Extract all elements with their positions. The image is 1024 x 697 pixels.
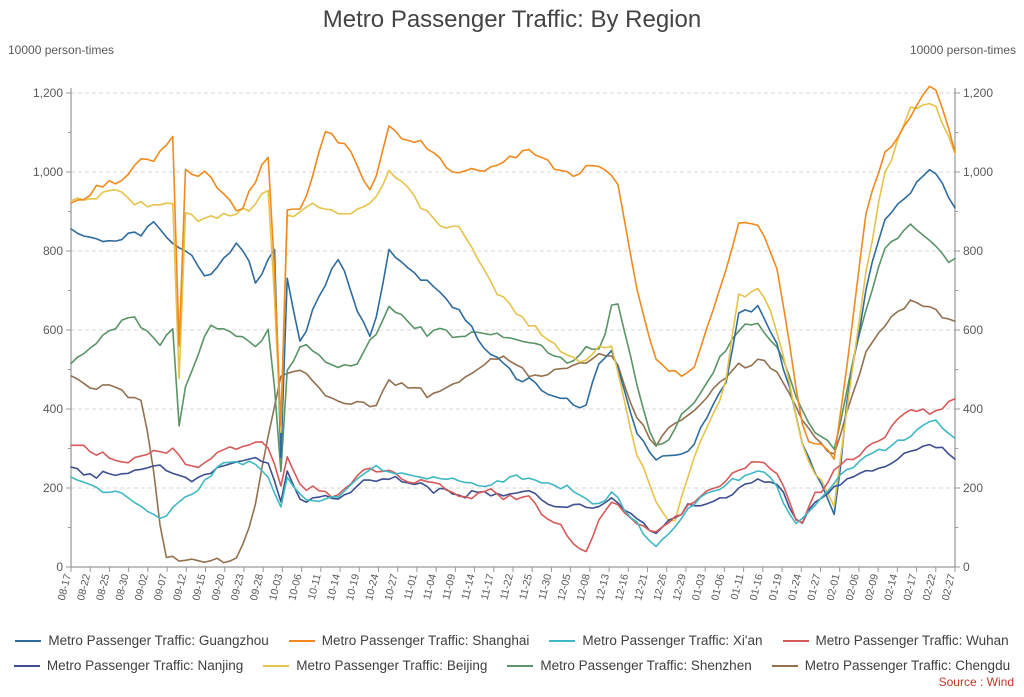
svg-text:400: 400: [43, 402, 63, 416]
svg-text:01-03: 01-03: [690, 573, 708, 602]
svg-text:400: 400: [963, 402, 983, 416]
svg-text:800: 800: [963, 244, 983, 258]
svg-text:09-02: 09-02: [133, 573, 151, 602]
svg-text:02-17: 02-17: [901, 573, 919, 602]
svg-text:10-14: 10-14: [325, 573, 343, 602]
svg-text:09-07: 09-07: [152, 573, 170, 602]
svg-text:01-27: 01-27: [805, 573, 823, 602]
svg-text:12-16: 12-16: [613, 573, 631, 602]
svg-text:1,200: 1,200: [33, 86, 63, 100]
svg-text:10-19: 10-19: [344, 573, 362, 602]
svg-text:01-19: 01-19: [767, 573, 785, 602]
svg-text:08-22: 08-22: [75, 573, 93, 602]
svg-text:09-15: 09-15: [190, 573, 208, 602]
svg-text:600: 600: [43, 323, 63, 337]
svg-text:800: 800: [43, 244, 63, 258]
svg-text:11-09: 11-09: [440, 573, 458, 601]
svg-text:11-01: 11-01: [402, 573, 420, 601]
svg-text:1,200: 1,200: [963, 86, 993, 100]
svg-text:01-16: 01-16: [748, 573, 766, 602]
svg-text:08-17: 08-17: [56, 573, 74, 602]
svg-text:1,000: 1,000: [33, 165, 63, 179]
svg-text:1,000: 1,000: [963, 165, 993, 179]
svg-text:02-09: 02-09: [863, 573, 881, 602]
svg-text:10-24: 10-24: [363, 573, 381, 602]
svg-text:11-04: 11-04: [421, 573, 439, 601]
svg-text:10-06: 10-06: [286, 573, 304, 602]
svg-text:11-22: 11-22: [498, 573, 516, 601]
svg-text:600: 600: [963, 323, 983, 337]
svg-text:0: 0: [56, 560, 63, 574]
svg-text:01-06: 01-06: [709, 573, 727, 602]
svg-text:10-11: 10-11: [306, 573, 324, 601]
svg-text:08-25: 08-25: [94, 573, 112, 602]
svg-text:01-11: 01-11: [729, 573, 747, 601]
svg-text:200: 200: [963, 481, 983, 495]
svg-text:11-25: 11-25: [517, 573, 535, 601]
svg-text:02-01: 02-01: [824, 573, 842, 602]
svg-text:01-24: 01-24: [786, 573, 804, 602]
svg-text:11-30: 11-30: [536, 573, 554, 601]
svg-text:02-14: 02-14: [882, 573, 900, 602]
svg-text:09-20: 09-20: [210, 573, 228, 602]
svg-text:12-26: 12-26: [652, 573, 670, 602]
svg-text:11-17: 11-17: [479, 573, 497, 601]
svg-text:02-27: 02-27: [940, 573, 958, 602]
svg-text:09-28: 09-28: [248, 573, 266, 602]
svg-text:02-06: 02-06: [844, 573, 862, 602]
svg-text:11-14: 11-14: [460, 573, 478, 601]
svg-text:200: 200: [43, 481, 63, 495]
svg-text:08-30: 08-30: [113, 573, 131, 602]
svg-text:09-12: 09-12: [171, 573, 189, 602]
svg-text:12-08: 12-08: [575, 573, 593, 602]
svg-text:12-29: 12-29: [671, 573, 689, 602]
svg-text:02-22: 02-22: [921, 573, 939, 602]
svg-text:12-13: 12-13: [594, 573, 612, 602]
svg-text:12-05: 12-05: [555, 573, 573, 602]
svg-text:0: 0: [963, 560, 970, 574]
svg-text:10-27: 10-27: [382, 573, 400, 602]
svg-text:09-23: 09-23: [229, 573, 247, 602]
svg-text:12-21: 12-21: [632, 573, 650, 602]
svg-text:10-03: 10-03: [267, 573, 285, 602]
